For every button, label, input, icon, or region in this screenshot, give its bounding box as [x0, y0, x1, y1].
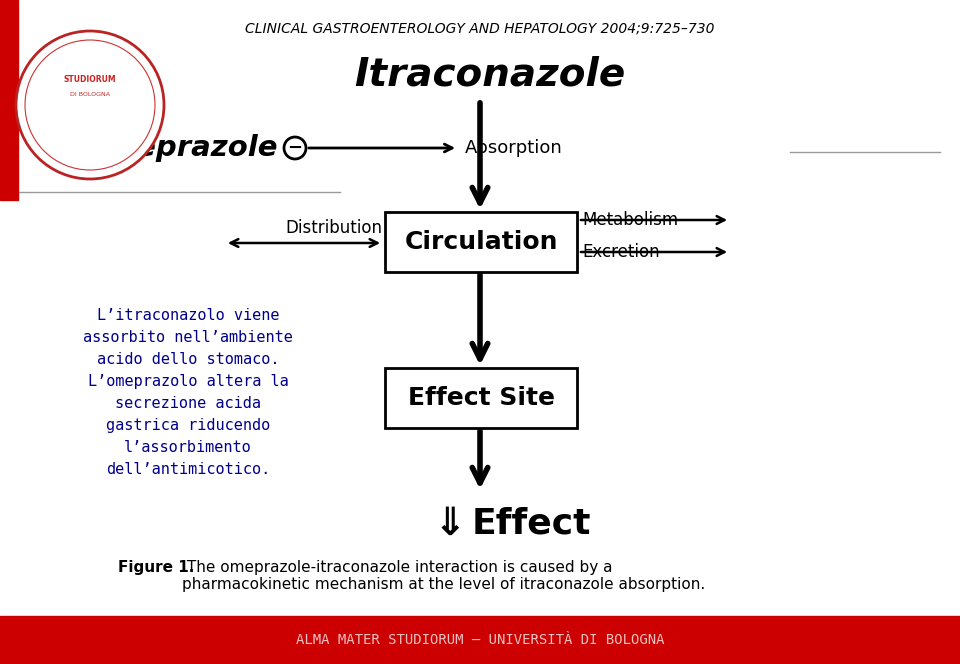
Text: assorbito nell’ambiente: assorbito nell’ambiente [84, 330, 293, 345]
Text: The omeprazole-itraconazole interaction is caused by a
pharmacokinetic mechanism: The omeprazole-itraconazole interaction … [182, 560, 706, 592]
Circle shape [25, 40, 155, 170]
Text: Effect: Effect [472, 507, 591, 541]
Text: dell’antimicotico.: dell’antimicotico. [106, 462, 270, 477]
Text: acido dello stomaco.: acido dello stomaco. [97, 352, 279, 367]
Circle shape [284, 137, 306, 159]
Bar [385, 368, 577, 428]
Text: −: − [287, 139, 302, 157]
Text: Itraconazole: Itraconazole [354, 55, 626, 93]
Text: Excretion: Excretion [582, 243, 660, 261]
Text: L’itraconazolo viene: L’itraconazolo viene [97, 308, 279, 323]
Bar [385, 212, 577, 272]
Text: Omeprazole: Omeprazole [82, 134, 278, 162]
Text: STUDIORUM: STUDIORUM [63, 76, 116, 84]
Text: L’omeprazolo altera la: L’omeprazolo altera la [87, 374, 288, 389]
Text: secrezione acida: secrezione acida [115, 396, 261, 411]
Text: Circulation: Circulation [404, 230, 558, 254]
Text: ⇓: ⇓ [434, 505, 467, 543]
Text: l’assorbimento: l’assorbimento [124, 440, 252, 455]
Text: Figure 1.: Figure 1. [118, 560, 194, 575]
Bar [0, 616, 960, 664]
Text: ALMA MATER STUDIORUM – UNIVERSITÀ DI BOLOGNA: ALMA MATER STUDIORUM – UNIVERSITÀ DI BOL… [296, 633, 664, 647]
Text: gastrica riducendo: gastrica riducendo [106, 418, 270, 433]
Text: CLINICAL GASTROENTEROLOGY AND HEPATOLOGY 2004;9:725–730: CLINICAL GASTROENTEROLOGY AND HEPATOLOGY… [245, 22, 715, 36]
Text: DI BOLOGNA: DI BOLOGNA [70, 92, 110, 98]
Text: Distribution: Distribution [285, 219, 382, 237]
Text: Effect Site: Effect Site [407, 386, 555, 410]
Text: Metabolism: Metabolism [582, 211, 678, 229]
Text: Absorption: Absorption [465, 139, 563, 157]
Circle shape [16, 31, 164, 179]
Bar [0, 0, 18, 200]
